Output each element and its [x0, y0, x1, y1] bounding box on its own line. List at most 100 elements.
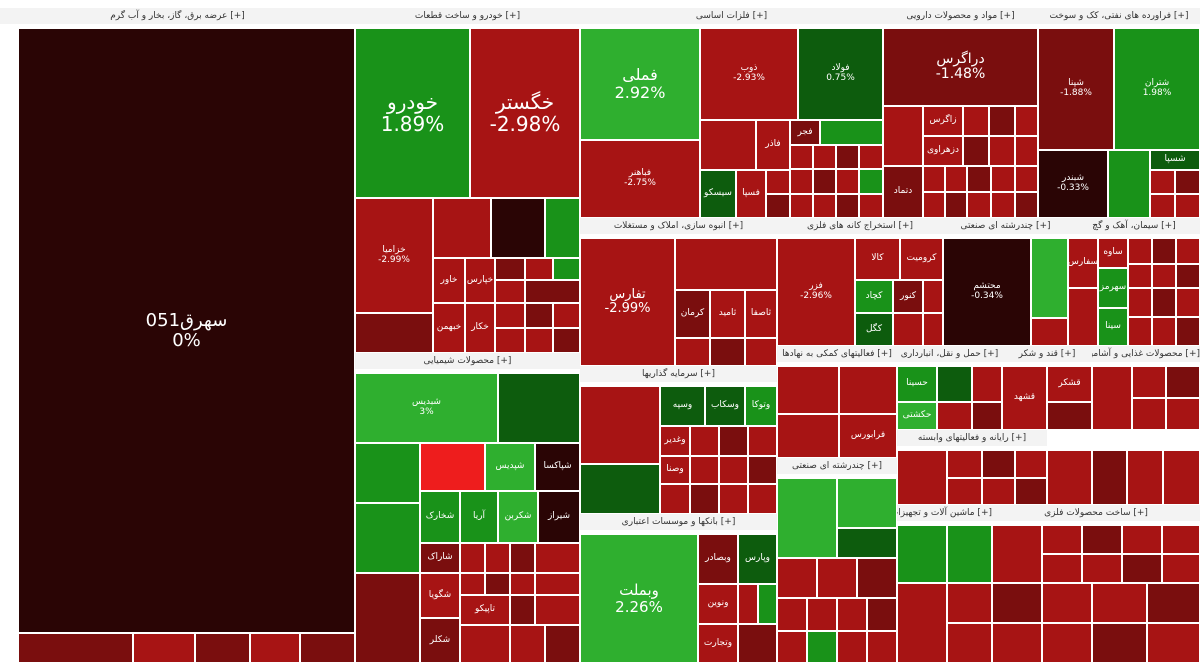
tile-misc-37[interactable]: کرومیت	[900, 238, 943, 280]
tile-small[interactable]	[1163, 450, 1200, 505]
tile-small[interactable]	[1147, 583, 1200, 623]
tile-small[interactable]	[1162, 525, 1200, 554]
tile-small[interactable]	[967, 166, 991, 192]
tile-misc-73[interactable]: زاگرس	[923, 106, 963, 136]
tile-small[interactable]	[535, 543, 580, 573]
tile-small[interactable]	[525, 258, 553, 280]
tile-small[interactable]	[989, 106, 1015, 136]
tile-khgostar[interactable]: خگستر -2.98%	[470, 28, 580, 198]
tile-misc-14[interactable]: شپاکسا	[535, 443, 580, 491]
tile-misc-24[interactable]: آریا	[460, 491, 498, 543]
tile-misc-46[interactable]: وپارس	[738, 534, 777, 584]
tile-small[interactable]	[510, 625, 545, 663]
tile-misc-26[interactable]: تاپیکو	[460, 595, 510, 625]
tile-small[interactable]	[1150, 194, 1175, 218]
tile-small[interactable]	[719, 484, 748, 514]
tile-small[interactable]	[1162, 554, 1200, 583]
sector-header-metal-products[interactable]: [+] ساخت محصولات فلزی	[992, 505, 1200, 521]
tile-small[interactable]	[495, 280, 525, 303]
tile-misc-30[interactable]: ثاصفا	[745, 290, 777, 338]
tile-small[interactable]	[535, 595, 580, 625]
sector-header-oil[interactable]: [+] فراورده های نفتی، کک و سوخت	[1038, 8, 1200, 24]
sector-header-sugar[interactable]: [+] قند و شکر	[1002, 346, 1092, 362]
tile-small[interactable]	[836, 194, 859, 218]
tile-small[interactable]	[1042, 554, 1082, 583]
tile-small[interactable]	[1092, 450, 1127, 505]
tile-small[interactable]	[1166, 366, 1200, 398]
sector-header-support[interactable]: [+] فعالیتهای کمکی به نهادها	[777, 346, 897, 362]
tile-small[interactable]	[967, 192, 991, 218]
tile-tfars[interactable]: تفارس -2.99%	[580, 238, 675, 366]
sector-header-food[interactable]: [+] محصولات غذایی و آشامیدنی	[1092, 346, 1200, 362]
tile-small[interactable]	[498, 373, 580, 443]
tile-small[interactable]	[1015, 136, 1038, 166]
sector-header-machinery[interactable]: [+] ماشین آلات و تجهیزات	[897, 505, 992, 521]
tile-small[interactable]	[1128, 317, 1152, 346]
tile-misc-58[interactable]: حکشتی	[897, 402, 937, 430]
sector-header-metals[interactable]: [+] فلزات اساسی	[580, 8, 883, 24]
tile-small[interactable]	[923, 166, 945, 192]
tile-small[interactable]	[972, 366, 1002, 402]
tile-misc-15[interactable]: شسپا	[1150, 150, 1200, 170]
tile-misc-61[interactable]: قشهد	[1002, 366, 1047, 430]
tile-small[interactable]	[1092, 623, 1147, 663]
tile-small[interactable]	[883, 106, 923, 166]
tile-misc-21[interactable]: شاراک	[420, 543, 460, 573]
tile-misc-28[interactable]: کرمان	[675, 290, 710, 338]
tile-small[interactable]	[992, 525, 1042, 583]
tile-misc-72[interactable]: دزهراوی	[923, 136, 963, 166]
tile-small[interactable]	[923, 192, 945, 218]
tile-small[interactable]	[748, 426, 777, 456]
tile-small[interactable]	[947, 478, 982, 505]
tile-small[interactable]	[1132, 398, 1166, 430]
tile-small[interactable]	[1176, 288, 1200, 317]
tile-small[interactable]	[195, 633, 250, 663]
tile-small[interactable]	[923, 280, 943, 313]
tile-small[interactable]	[947, 583, 992, 623]
tile-misc-9[interactable]: فسپا	[736, 170, 766, 218]
tile-shetran[interactable]: شتران 1.98%	[1114, 28, 1200, 150]
tile-misc-48[interactable]: وغدیر	[660, 426, 690, 456]
tile-small[interactable]	[945, 166, 967, 192]
tile-small[interactable]	[1042, 583, 1092, 623]
tile-small[interactable]	[738, 584, 758, 624]
sector-header-multi-2[interactable]: [+] چندرشته ای صنعتی	[777, 458, 897, 474]
tile-small[interactable]	[1042, 623, 1092, 663]
tile-small[interactable]	[1128, 288, 1152, 317]
tile-misc-7[interactable]: فجر	[790, 120, 820, 145]
tile-small[interactable]	[545, 625, 580, 663]
tile-small[interactable]	[1132, 366, 1166, 398]
tile-small[interactable]	[460, 543, 485, 573]
tile-small[interactable]	[1150, 170, 1175, 194]
tile-small[interactable]	[719, 456, 748, 484]
sector-header-cement[interactable]: [+] سیمان، آهک و گچ	[1068, 218, 1200, 234]
tile-misc-2[interactable]: خپارس	[465, 258, 495, 303]
sector-header-chemical[interactable]: [+] محصولات شیمیایی	[355, 353, 580, 369]
tile-small[interactable]	[748, 484, 777, 514]
tile-small[interactable]	[738, 624, 777, 663]
tile-small[interactable]	[820, 120, 883, 145]
tile-misc-42[interactable]: سینا	[1098, 308, 1128, 346]
tile-small[interactable]	[18, 633, 133, 663]
tile-small[interactable]	[1147, 623, 1200, 663]
tile-misc-32[interactable]: کگل	[855, 313, 893, 346]
tile-misc-55[interactable]: فرابورس	[839, 414, 897, 458]
tile-small[interactable]	[485, 573, 510, 595]
tile-small[interactable]	[690, 484, 719, 514]
tile-small[interactable]	[1175, 170, 1200, 194]
tile-misc-49[interactable]: وسکاب	[705, 386, 745, 426]
tile-small[interactable]	[963, 106, 989, 136]
tile-small[interactable]	[433, 198, 491, 258]
tile-small[interactable]	[1047, 402, 1092, 430]
tile-small[interactable]	[839, 366, 897, 414]
tile-small[interactable]	[355, 443, 420, 503]
tile-small[interactable]	[1108, 150, 1150, 218]
tile-small[interactable]	[1031, 318, 1068, 346]
tile-small[interactable]	[1166, 398, 1200, 430]
tile-small[interactable]	[982, 450, 1015, 478]
tile-small[interactable]	[867, 598, 897, 631]
tile-small[interactable]	[1176, 238, 1200, 264]
tile-small[interactable]	[893, 313, 923, 346]
tile-small[interactable]	[991, 166, 1015, 192]
tile-misc-8[interactable]: فاذر	[756, 120, 790, 170]
